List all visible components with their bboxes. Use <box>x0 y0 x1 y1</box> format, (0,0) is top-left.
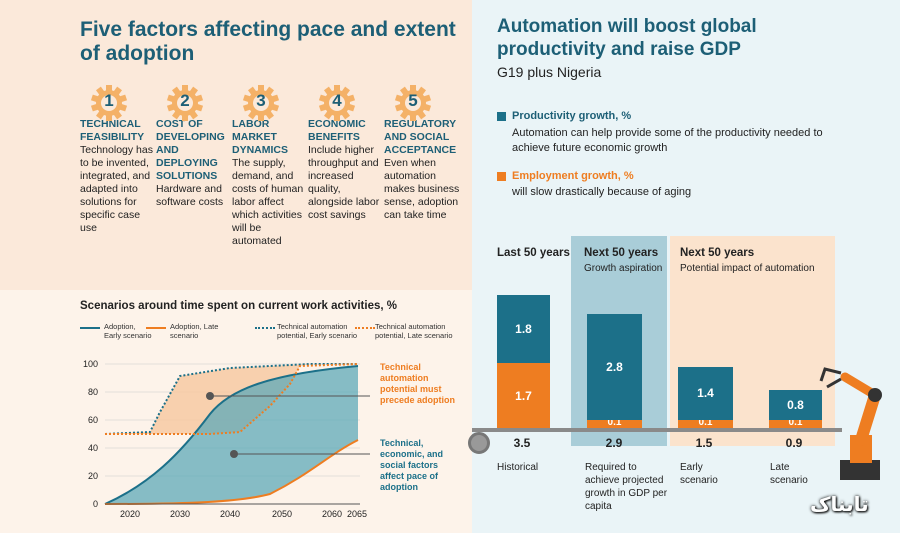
bar-productivity-3: 0.8 <box>769 389 822 420</box>
gear-icon: 4 <box>318 84 356 122</box>
adoption-band <box>105 366 358 504</box>
baseline <box>472 428 842 432</box>
factor-title: COST OF DEVELOPING AND DEPLOYING SOLUTIO… <box>156 118 225 182</box>
gear-icon: 2 <box>166 84 204 122</box>
factor-number: 4 <box>332 91 342 110</box>
factor-title: LABOR MARKET DYNAMICS <box>232 118 289 156</box>
watermark: تابناک <box>810 494 869 516</box>
x-tick-2040: 2040 <box>220 509 240 519</box>
legend-productivity-desc: Automation can help provide some of the … <box>512 127 823 154</box>
right-title: Automation will boost global productivit… <box>497 16 757 60</box>
conveyor-wheel-icon <box>468 432 490 454</box>
xlabel-late: Late scenario <box>770 462 808 486</box>
bar-employment-label: 0.1 <box>698 417 713 428</box>
legend-productivity-title: Productivity growth, % <box>512 110 632 122</box>
gear-icon: 5 <box>394 84 432 122</box>
total-early: 1.5 <box>695 436 713 450</box>
factor-2: 2 COST OF DEVELOPING AND DEPLOYING SOLUTI… <box>156 84 234 209</box>
adoption-early-line <box>104 365 359 505</box>
factor-title: REGULATORY AND SOCIAL ACCEPTANCE <box>384 118 457 156</box>
bar-employment-label: 0.1 <box>607 417 622 428</box>
annotation-potential: Technical automation potential must prec… <box>380 362 456 405</box>
factor-desc: The supply, demand, and costs of human l… <box>232 157 304 247</box>
total-late: 0.9 <box>785 436 803 450</box>
factor-5: 5 REGULATORY AND SOCIAL ACCEPTANCE Even wh… <box>384 84 462 222</box>
y-tick-80: 80 <box>88 387 98 397</box>
potential-late-line <box>105 363 359 435</box>
x-tick-2065: 2065 <box>347 509 367 519</box>
y-tick-0: 0 <box>93 499 98 509</box>
bar-employment-1: 0.1 <box>587 417 642 428</box>
legend-employment-desc: will slow drastically because of aging <box>512 186 692 198</box>
factor-desc: Technology has to be invented, integrate… <box>80 144 153 234</box>
bar-employment-label: 0.1 <box>788 417 803 428</box>
adoption-late-line <box>104 439 359 505</box>
legend-line-potential-late <box>355 327 375 329</box>
bar-employment-2: 0.1 <box>678 417 733 428</box>
factor-number: 3 <box>256 91 266 110</box>
legend-line-adoption-late <box>146 327 166 329</box>
annotation-adoption: Technical, economic, and social factors … <box>380 438 444 492</box>
factor-4: 4 ECONOMIC BENEFITS Include higher through… <box>308 84 386 222</box>
factor-3: 3 LABOR MARKET DYNAMICS The supply, demand… <box>232 84 310 248</box>
x-tick-2060: 2060 <box>322 509 342 519</box>
y-tick-100: 100 <box>83 359 98 369</box>
x-tick-2020: 2020 <box>120 509 140 519</box>
y-tick-20: 20 <box>88 471 98 481</box>
legend-adoption-early: Adoption, Early scenario <box>104 322 152 340</box>
bar-productivity-2: 1.4 <box>678 366 733 420</box>
legend-productivity-swatch <box>497 112 506 121</box>
bar-productivity-1: 2.8 <box>587 313 642 420</box>
gear-icon: 3 <box>242 84 280 122</box>
period-next2: Next 50 years <box>680 247 755 259</box>
bar-productivity-label: 2.8 <box>606 359 623 374</box>
legend-line-adoption-early <box>80 327 100 329</box>
factor-title: TECHNICAL FEASIBILITY <box>80 118 145 143</box>
left-title: Five factors affecting pace and extent o… <box>80 18 456 65</box>
bar-productivity-label: 1.4 <box>697 386 714 401</box>
total-required: 2.9 <box>605 436 623 450</box>
period-next1-sub: Growth aspiration <box>584 263 663 274</box>
bar-productivity-label: 0.8 <box>787 397 804 412</box>
x-tick-2050: 2050 <box>272 509 292 519</box>
legend-adoption-late: Adoption, Late scenario <box>170 322 219 340</box>
factor-desc: Hardware and software costs <box>156 183 224 208</box>
robot-arm-icon <box>819 367 882 480</box>
x-tick-2030: 2030 <box>170 509 190 519</box>
bar-productivity-label: 1.8 <box>515 322 532 337</box>
bar-employment-0: 1.7 <box>497 363 550 428</box>
legend-line-potential-early <box>255 327 275 329</box>
xlabel-required: Required to achieve projected growth in … <box>585 462 668 512</box>
period-next2-sub: Potential impact of automation <box>680 263 815 274</box>
factor-number: 2 <box>180 91 190 110</box>
xlabel-historical: Historical <box>497 462 539 473</box>
legend-employment-title: Employment growth, % <box>512 170 634 182</box>
xlabel-early: Early scenario <box>680 462 718 486</box>
scenario-chart: 100 80 60 40 20 0 2020 2030 2040 2050 20… <box>83 359 370 519</box>
bar-employment-3: 0.1 <box>769 417 822 428</box>
bar-employment-label: 1.7 <box>515 388 532 403</box>
legend-employment-swatch <box>497 172 506 181</box>
y-tick-40: 40 <box>88 443 98 453</box>
potential-early-line <box>104 363 358 435</box>
factor-desc: Even when automation makes business sens… <box>384 157 460 221</box>
factor-number: 5 <box>408 91 418 110</box>
y-tick-60: 60 <box>88 415 98 425</box>
period-last: Last 50 years <box>497 247 570 259</box>
bar-productivity-0: 1.8 <box>497 295 550 364</box>
factor-number: 1 <box>104 91 114 110</box>
factor-desc: Include higher throughput and increased … <box>308 144 380 221</box>
scenario-title: Scenarios around time spent on current w… <box>80 300 397 312</box>
right-subtitle: G19 plus Nigeria <box>497 64 602 80</box>
factor-1: 1 TECHNICAL FEASIBILITY Technology has to … <box>80 84 158 235</box>
period-next1: Next 50 years <box>584 247 659 259</box>
gear-icon: 1 <box>90 84 128 122</box>
legend-potential-late: Technical automation potential, Late sce… <box>375 322 453 340</box>
factor-title: ECONOMIC BENEFITS <box>308 118 366 143</box>
legend-potential-early: Technical automation potential, Early sc… <box>277 322 358 340</box>
total-historical: 3.5 <box>513 436 531 450</box>
